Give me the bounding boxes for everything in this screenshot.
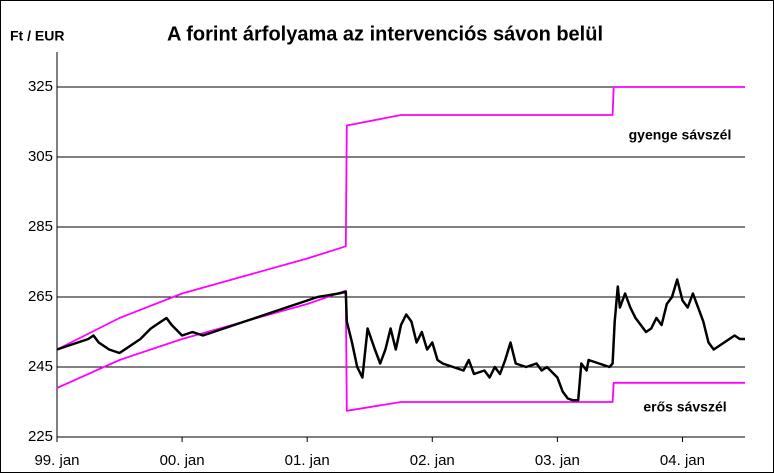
y-tick-label: 245	[28, 358, 53, 375]
x-tick-label: 01. jan	[285, 452, 330, 469]
line	[56, 278, 745, 402]
x-tick-label: 04. jan	[660, 452, 705, 469]
annotation: erős sávszél	[643, 399, 726, 415]
y-axis-label: Ft / EUR	[10, 28, 64, 44]
chart-title: A forint árfolyama az intervenciós sávon…	[167, 23, 603, 45]
y-tick-label: 325	[28, 78, 53, 95]
x-tick-label: 03. jan	[535, 452, 580, 469]
y-tick-label: 265	[28, 288, 53, 305]
y-tick-label: 225	[28, 428, 53, 445]
x-tick-label: 02. jan	[410, 452, 455, 469]
y-tick-label: 305	[28, 148, 53, 165]
line	[56, 86, 745, 351]
x-tick-label: 99. jan	[34, 452, 79, 469]
x-tick-label: 00. jan	[160, 452, 205, 469]
annotation: gyenge sávszél	[629, 127, 732, 143]
y-tick-label: 285	[28, 218, 53, 235]
